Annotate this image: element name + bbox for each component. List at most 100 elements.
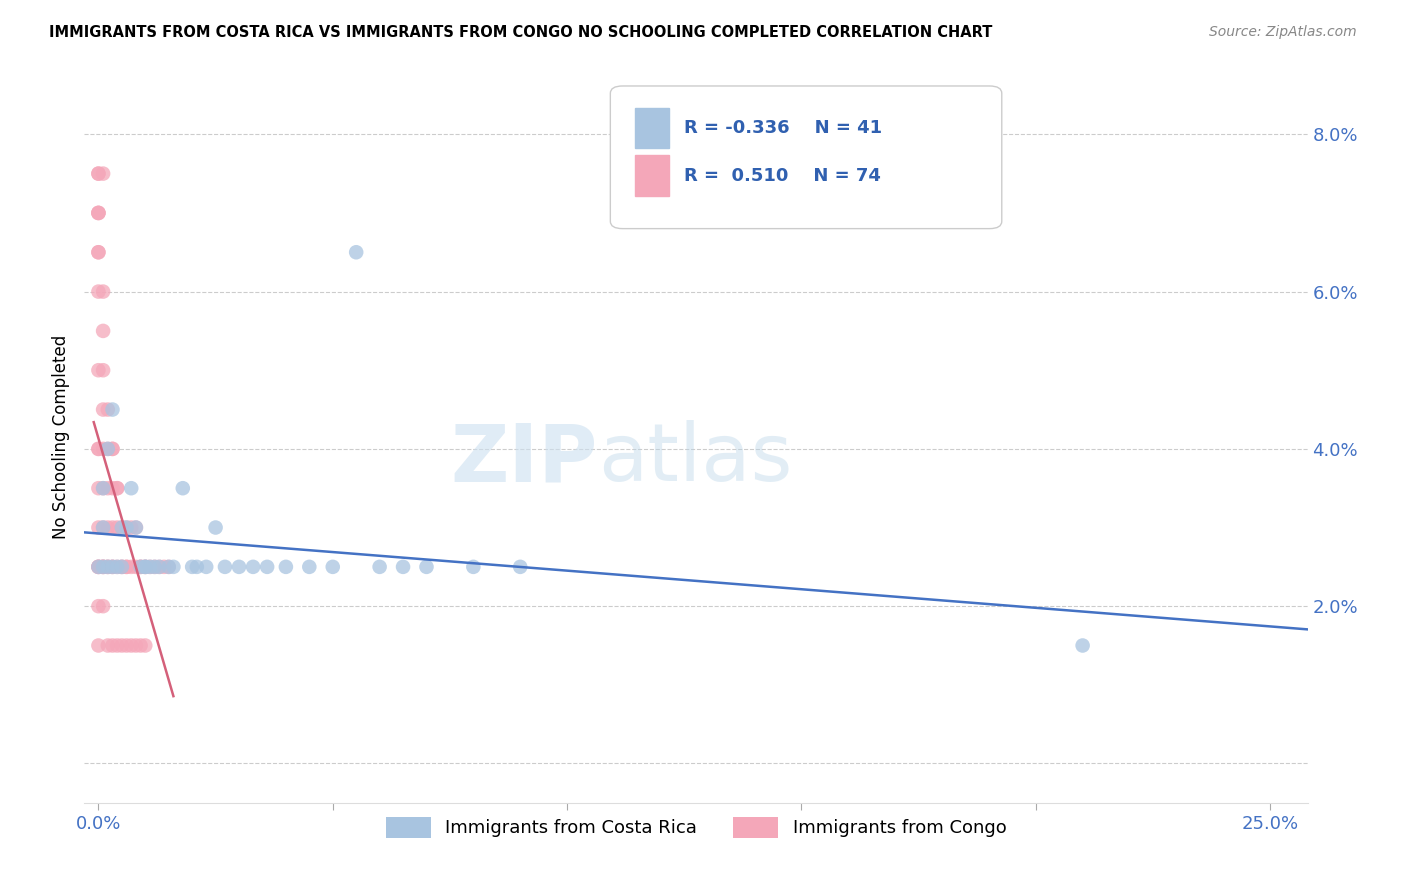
Point	[105, 481, 128, 495]
Point	[87, 167, 110, 181]
Point	[125, 639, 148, 653]
Point	[111, 520, 134, 534]
Point	[195, 559, 218, 574]
Point	[157, 559, 180, 574]
Point	[101, 442, 124, 456]
Point	[91, 599, 114, 614]
Point	[101, 402, 124, 417]
Point	[115, 559, 138, 574]
Point	[509, 559, 531, 574]
Point	[87, 599, 110, 614]
Text: IMMIGRANTS FROM COSTA RICA VS IMMIGRANTS FROM CONGO NO SCHOOLING COMPLETED CORRE: IMMIGRANTS FROM COSTA RICA VS IMMIGRANTS…	[49, 25, 993, 40]
Point	[97, 559, 120, 574]
Point	[322, 559, 344, 574]
Point	[186, 559, 208, 574]
Point	[91, 520, 114, 534]
Point	[153, 559, 176, 574]
Point	[242, 559, 264, 574]
Point	[87, 285, 110, 299]
Point	[134, 559, 156, 574]
Point	[91, 559, 114, 574]
Point	[392, 559, 415, 574]
Point	[368, 559, 391, 574]
Point	[87, 167, 110, 181]
Point	[87, 442, 110, 456]
Point	[463, 559, 485, 574]
Point	[134, 559, 156, 574]
Point	[87, 481, 110, 495]
Point	[91, 285, 114, 299]
Point	[148, 559, 170, 574]
Point	[120, 481, 142, 495]
Point	[172, 481, 194, 495]
Point	[91, 559, 114, 574]
Text: atlas: atlas	[598, 420, 793, 498]
Point	[91, 481, 114, 495]
Point	[87, 559, 110, 574]
Point	[105, 639, 128, 653]
Point	[143, 559, 166, 574]
Point	[87, 442, 110, 456]
Point	[129, 559, 152, 574]
Point	[115, 520, 138, 534]
Point	[87, 559, 110, 574]
Point	[125, 520, 148, 534]
Legend: Immigrants from Costa Rica, Immigrants from Congo: Immigrants from Costa Rica, Immigrants f…	[378, 810, 1014, 845]
Point	[228, 559, 250, 574]
Point	[111, 559, 134, 574]
Point	[134, 559, 156, 574]
Point	[91, 402, 114, 417]
Point	[91, 520, 114, 534]
Point	[415, 559, 437, 574]
Point	[101, 559, 124, 574]
Point	[97, 481, 120, 495]
Point	[214, 559, 236, 574]
Y-axis label: No Schooling Completed: No Schooling Completed	[52, 335, 70, 539]
Point	[91, 559, 114, 574]
Point	[87, 639, 110, 653]
Point	[97, 442, 120, 456]
Point	[344, 245, 367, 260]
Point	[111, 520, 134, 534]
Point	[101, 559, 124, 574]
Point	[101, 520, 124, 534]
Point	[87, 206, 110, 220]
Point	[157, 559, 180, 574]
Point	[111, 639, 134, 653]
Point	[105, 559, 128, 574]
Bar	[636, 108, 669, 148]
Point	[101, 481, 124, 495]
Bar	[636, 155, 669, 195]
Point	[87, 245, 110, 260]
Point	[101, 559, 124, 574]
Point	[162, 559, 184, 574]
Text: ZIP: ZIP	[451, 420, 598, 498]
Point	[91, 559, 114, 574]
Point	[274, 559, 297, 574]
Point	[1071, 639, 1094, 653]
Point	[115, 520, 138, 534]
Point	[134, 639, 156, 653]
Point	[91, 442, 114, 456]
Point	[256, 559, 278, 574]
Point	[87, 520, 110, 534]
Point	[105, 559, 128, 574]
Point	[97, 639, 120, 653]
Point	[87, 559, 110, 574]
Point	[87, 206, 110, 220]
Point	[111, 559, 134, 574]
Point	[129, 639, 152, 653]
Point	[105, 520, 128, 534]
Point	[125, 520, 148, 534]
Point	[91, 324, 114, 338]
Point	[97, 559, 120, 574]
Point	[120, 639, 142, 653]
Point	[87, 245, 110, 260]
Point	[139, 559, 162, 574]
Point	[204, 520, 226, 534]
Point	[87, 206, 110, 220]
Point	[125, 559, 148, 574]
Point	[91, 363, 114, 377]
Point	[115, 559, 138, 574]
Point	[97, 520, 120, 534]
